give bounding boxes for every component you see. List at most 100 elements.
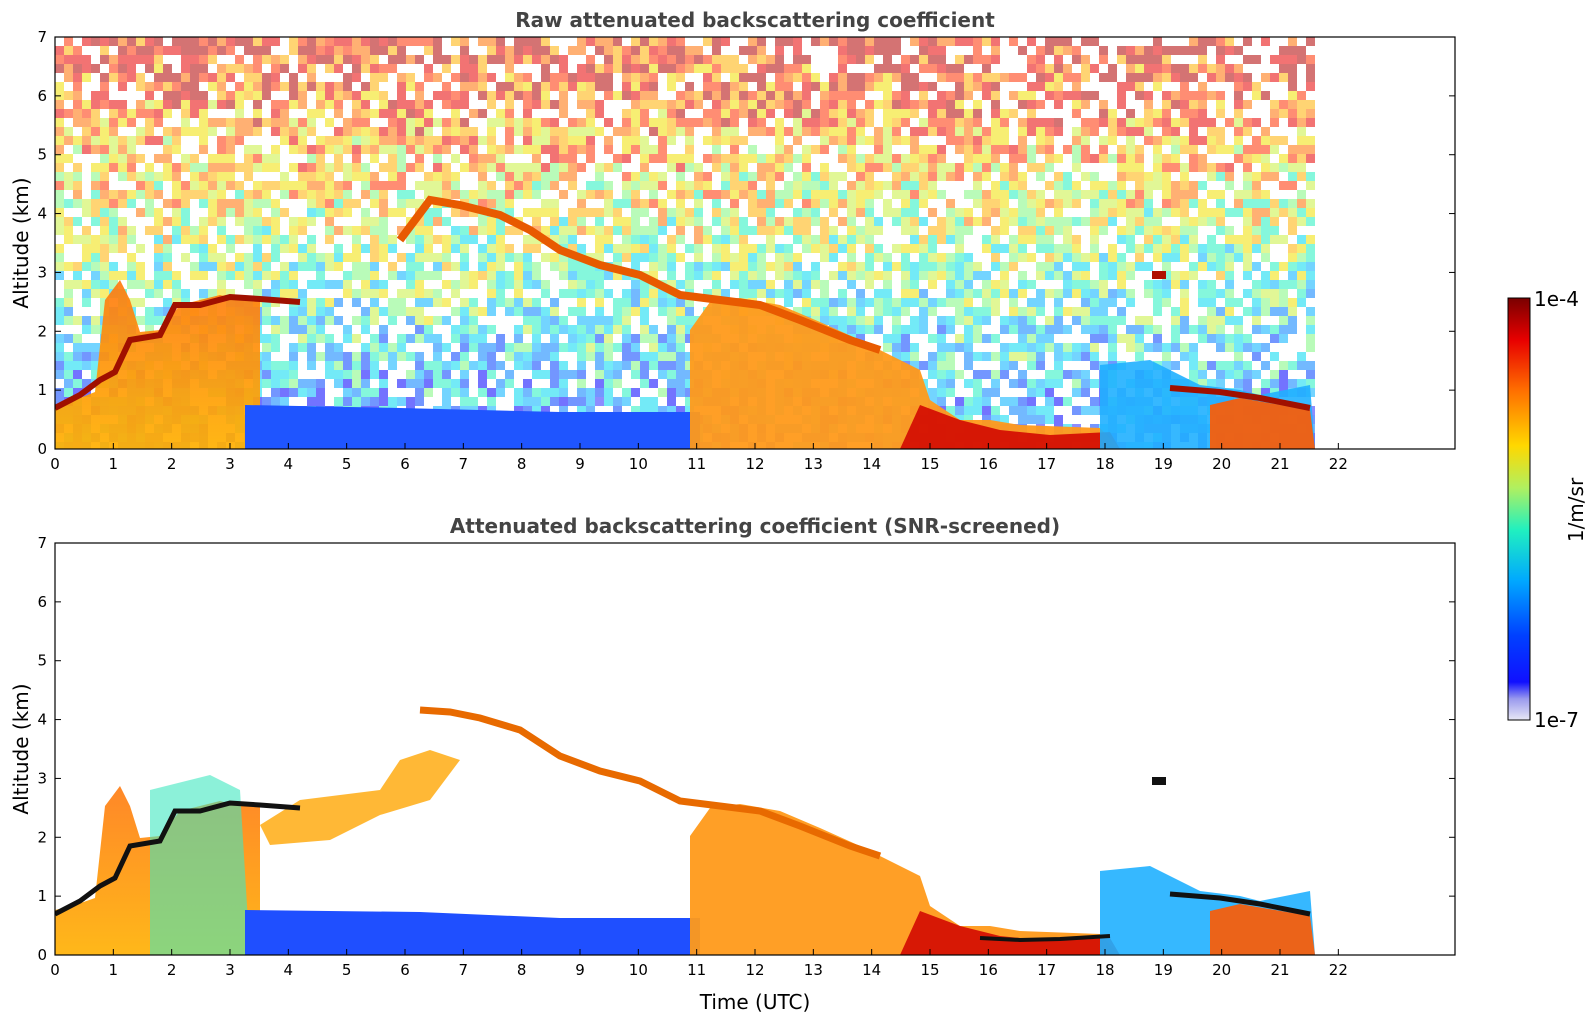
noise-cell [343,37,352,46]
noise-cell [298,172,307,181]
noise-cell [1252,145,1261,154]
noise-cell [1117,145,1126,154]
noise-cell [991,136,1000,145]
noise-cell [271,325,280,334]
noise-cell [1180,190,1189,199]
noise-cell [1081,289,1090,298]
noise-cell [856,181,865,190]
noise-cell [505,181,514,190]
noise-cell [109,199,118,208]
noise-cell [316,100,325,109]
noise-cell [541,64,550,73]
noise-cell [1126,217,1135,226]
noise-cell [1036,361,1045,370]
noise-cell [127,118,136,127]
noise-cell [685,325,694,334]
noise-cell [586,154,595,163]
noise-cell [163,217,172,226]
noise-cell [361,190,370,199]
noise-cell [64,334,73,343]
noise-cell [892,118,901,127]
noise-cell [649,325,658,334]
noise-cell [271,37,280,46]
noise-cell [109,118,118,127]
noise-cell [1225,316,1234,325]
noise-cell [469,109,478,118]
noise-cell [991,388,1000,397]
noise-cell [1198,334,1207,343]
noise-cell [640,163,649,172]
noise-cell [505,163,514,172]
noise-cell [667,46,676,55]
noise-cell [73,145,82,154]
noise-cell [118,271,127,280]
noise-cell [613,316,622,325]
noise-cell [577,352,586,361]
noise-cell [748,289,757,298]
noise-cell [1144,280,1153,289]
noise-cell [793,271,802,280]
noise-cell [568,226,577,235]
noise-cell [505,343,514,352]
boundary-layer-cyan [150,775,250,955]
noise-cell [757,172,766,181]
noise-cell [334,208,343,217]
noise-cell [298,100,307,109]
noise-cell [982,406,991,415]
noise-cell [721,253,730,262]
noise-cell [1144,199,1153,208]
noise-cell [271,316,280,325]
noise-cell [919,235,928,244]
noise-cell [1018,352,1027,361]
noise-cell [181,199,190,208]
noise-cell [1288,316,1297,325]
noise-cell [1108,154,1117,163]
noise-cell [379,190,388,199]
noise-cell [946,163,955,172]
noise-cell [559,406,568,415]
noise-cell [352,298,361,307]
noise-cell [460,343,469,352]
noise-cell [847,316,856,325]
noise-cell [1090,298,1099,307]
noise-cell [793,109,802,118]
noise-cell [361,370,370,379]
noise-cell [289,73,298,82]
noise-cell [820,316,829,325]
noise-cell [991,406,1000,415]
noise-cell [433,379,442,388]
noise-cell [370,181,379,190]
noise-cell [622,325,631,334]
noise-cell [748,109,757,118]
noise-cell [613,379,622,388]
noise-cell [712,118,721,127]
noise-cell [595,307,604,316]
noise-cell [712,235,721,244]
noise-cell [1090,406,1099,415]
noise-cell [289,37,298,46]
noise-cell [334,253,343,262]
noise-cell [280,316,289,325]
noise-cell [406,397,415,406]
noise-cell [1063,64,1072,73]
noise-cell [640,235,649,244]
noise-cell [82,280,91,289]
noise-cell [1090,118,1099,127]
noise-cell [523,118,532,127]
noise-cell [181,73,190,82]
noise-cell [1090,64,1099,73]
noise-cell [703,82,712,91]
noise-cell [1261,253,1270,262]
noise-cell [577,73,586,82]
noise-cell [901,163,910,172]
noise-cell [595,181,604,190]
noise-cell [775,100,784,109]
noise-cell [352,262,361,271]
noise-cell [136,127,145,136]
noise-cell [514,406,523,415]
noise-cell [838,298,847,307]
noise-cell [469,154,478,163]
noise-cell [1072,55,1081,64]
noise-cell [235,55,244,64]
noise-cell [244,64,253,73]
